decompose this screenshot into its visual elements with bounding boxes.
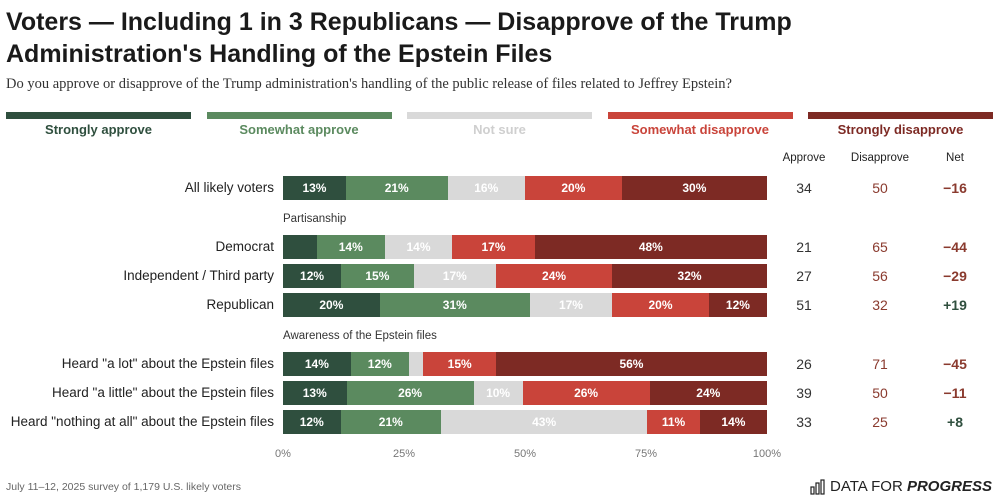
section-label: Partisanship bbox=[283, 213, 347, 225]
bar-segment-strongly-disapprove: 32% bbox=[612, 264, 767, 288]
bar-segment-somewhat-disapprove: 26% bbox=[522, 381, 650, 405]
bar-segment-not-sure: 10% bbox=[473, 381, 523, 405]
legend-swatch bbox=[607, 112, 793, 119]
legend-label: Strongly approve bbox=[45, 122, 152, 137]
net-value: −44 bbox=[943, 239, 967, 255]
bar-segment-somewhat-disapprove: 11% bbox=[647, 410, 700, 434]
bar-segment-not-sure: 17% bbox=[413, 264, 496, 288]
net-value: −16 bbox=[943, 180, 967, 196]
bar-segment-somewhat-approve: 21% bbox=[340, 410, 442, 434]
bar-segment-strongly-approve: 12% bbox=[283, 264, 342, 288]
bar-segment-strongly-disapprove: 56% bbox=[495, 352, 767, 376]
chart-subtitle: Do you approve or disapprove of the Trum… bbox=[6, 76, 732, 92]
brand-logo: DATA FOR PROGRESS bbox=[810, 478, 992, 495]
disapprove-value: 65 bbox=[872, 239, 888, 255]
net-value: −29 bbox=[943, 268, 967, 284]
approve-value: 21 bbox=[796, 239, 812, 255]
approve-value: 26 bbox=[796, 356, 812, 372]
bar-segment-somewhat-disapprove: 20% bbox=[525, 176, 622, 200]
row-label: Heard "a lot" about the Epstein files bbox=[61, 356, 274, 371]
x-tick-label: 50% bbox=[513, 448, 537, 460]
disapprove-value: 71 bbox=[872, 356, 888, 372]
disapprove-value: 50 bbox=[872, 180, 888, 196]
bar-segment-strongly-approve: 14% bbox=[283, 352, 351, 376]
net-column-header: Net bbox=[946, 152, 964, 164]
legend-swatch bbox=[206, 112, 392, 119]
bar-segment-somewhat-approve: 26% bbox=[346, 381, 474, 405]
x-tick-label: 75% bbox=[634, 448, 658, 460]
bar-segment-strongly-disapprove: 14% bbox=[699, 410, 767, 434]
bar-segment-somewhat-approve: 31% bbox=[379, 293, 530, 317]
bar-segment-not-sure bbox=[408, 352, 424, 376]
legend-swatch bbox=[6, 112, 191, 119]
bar-segment-not-sure: 14% bbox=[384, 235, 453, 259]
net-value: +8 bbox=[947, 414, 963, 430]
row-label: Republican bbox=[206, 297, 274, 312]
bar-segment-not-sure: 16% bbox=[447, 176, 525, 200]
approve-column-header: Approve bbox=[782, 152, 826, 164]
net-value: −11 bbox=[943, 385, 967, 401]
row-label: Democrat bbox=[215, 239, 274, 254]
bar-segment-not-sure: 43% bbox=[441, 410, 648, 434]
bar-segment-somewhat-approve: 15% bbox=[341, 264, 414, 288]
legend-item-somewhat-disapprove: Somewhat disapprove bbox=[607, 112, 793, 142]
bar-segment-strongly-approve: 20% bbox=[283, 293, 380, 317]
chart-title: Voters — Including 1 in 3 Republicans — … bbox=[6, 8, 792, 68]
bar-segment-strongly-approve: 13% bbox=[283, 381, 347, 405]
x-tick-label: 25% bbox=[392, 448, 416, 460]
bar-segment-strongly-disapprove: 24% bbox=[649, 381, 767, 405]
bar-segment-strongly-disapprove: 30% bbox=[621, 176, 767, 200]
row-label: Independent / Third party bbox=[123, 268, 274, 283]
approve-value: 39 bbox=[796, 385, 812, 401]
bar-segment-somewhat-disapprove: 24% bbox=[495, 264, 613, 288]
bar-segment-not-sure: 17% bbox=[529, 293, 613, 317]
bar-segment-somewhat-disapprove: 15% bbox=[423, 352, 496, 376]
logo-prefix: DATA FOR bbox=[830, 478, 903, 495]
legend-swatch bbox=[808, 112, 993, 119]
bar-segment-strongly-approve bbox=[283, 235, 317, 259]
disapprove-column-header: Disapprove bbox=[850, 152, 910, 164]
approve-value: 34 bbox=[796, 180, 812, 196]
legend-item-strongly-disapprove: Strongly disapprove bbox=[808, 112, 993, 142]
approve-value: 33 bbox=[796, 414, 812, 430]
disapprove-value: 56 bbox=[872, 268, 888, 284]
disapprove-value: 32 bbox=[872, 297, 888, 313]
section-label: Awareness of the Epstein files bbox=[283, 330, 437, 342]
bar-segment-somewhat-approve: 14% bbox=[316, 235, 385, 259]
bar-segment-strongly-approve: 13% bbox=[283, 176, 346, 200]
disapprove-value: 50 bbox=[872, 385, 888, 401]
bar-segment-somewhat-disapprove: 20% bbox=[612, 293, 709, 317]
bar-segment-somewhat-disapprove: 17% bbox=[452, 235, 535, 259]
legend-label: Not sure bbox=[473, 122, 526, 137]
bar-chart-icon bbox=[810, 478, 825, 495]
x-tick-label: 100% bbox=[752, 448, 782, 460]
row-label: Heard "nothing at all" about the Epstein… bbox=[10, 414, 274, 429]
bar-segment-somewhat-approve: 21% bbox=[345, 176, 448, 200]
bar-segment-strongly-approve: 12% bbox=[283, 410, 341, 434]
legend-item-not-sure: Not sure bbox=[407, 112, 592, 142]
logo-suffix: PROGRESS bbox=[906, 478, 992, 495]
row-label: Heard "a little" about the Epstein files bbox=[52, 385, 274, 400]
approve-value: 27 bbox=[796, 268, 812, 284]
approve-value: 51 bbox=[796, 297, 812, 313]
legend-label: Somewhat approve bbox=[239, 122, 359, 137]
legend-item-somewhat-approve: Somewhat approve bbox=[206, 112, 392, 142]
legend-swatch bbox=[407, 112, 592, 119]
disapprove-value: 25 bbox=[872, 414, 888, 430]
bar-segment-somewhat-approve: 12% bbox=[350, 352, 409, 376]
net-value: +19 bbox=[943, 297, 967, 313]
legend-label: Somewhat disapprove bbox=[631, 122, 769, 137]
survey-footnote: July 11–12, 2025 survey of 1,179 U.S. li… bbox=[6, 481, 242, 493]
row-label: All likely voters bbox=[184, 180, 274, 195]
bar-segment-strongly-disapprove: 48% bbox=[534, 235, 767, 259]
legend-label: Strongly disapprove bbox=[837, 122, 964, 137]
legend-item-strongly-approve: Strongly approve bbox=[6, 112, 191, 142]
net-value: −45 bbox=[943, 356, 967, 372]
x-tick-label: 0% bbox=[275, 448, 291, 460]
bar-segment-strongly-disapprove: 12% bbox=[708, 293, 767, 317]
